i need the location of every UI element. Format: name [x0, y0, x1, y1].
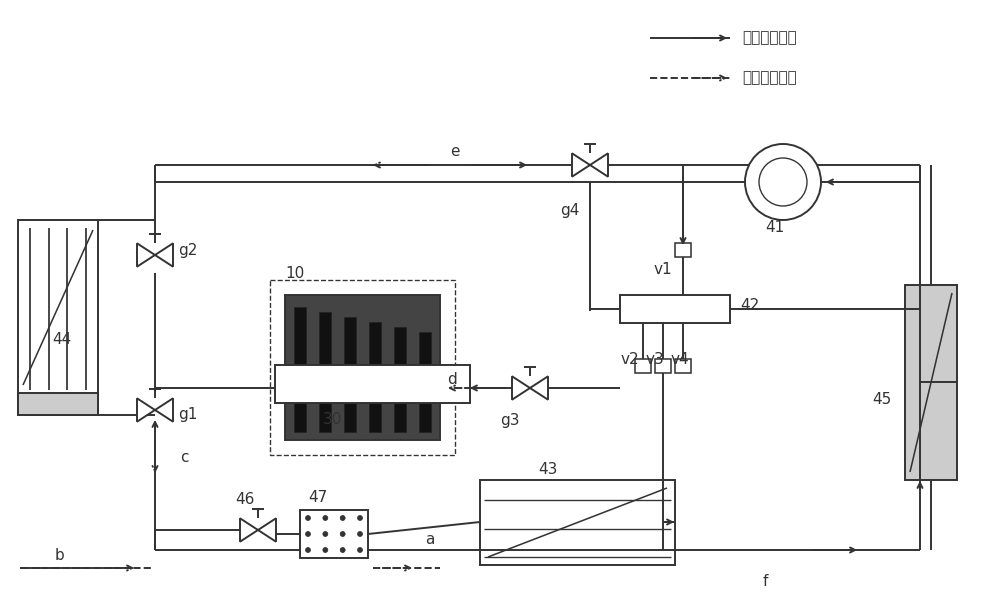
Polygon shape [590, 153, 608, 177]
Bar [369, 322, 381, 432]
Circle shape [340, 516, 345, 520]
Text: c: c [180, 450, 188, 466]
Bar [675, 359, 691, 373]
Text: 10: 10 [285, 265, 305, 280]
Bar [419, 332, 431, 432]
Bar [275, 365, 470, 403]
Polygon shape [512, 376, 530, 400]
Bar [285, 295, 440, 440]
Circle shape [340, 548, 345, 552]
Circle shape [323, 531, 328, 537]
Circle shape [759, 158, 807, 206]
Text: g1: g1 [178, 408, 198, 423]
Text: 30: 30 [322, 412, 342, 428]
Bar [294, 307, 306, 432]
Text: 45: 45 [872, 393, 892, 408]
Polygon shape [240, 519, 258, 541]
Polygon shape [137, 243, 155, 267]
Bar [270, 280, 455, 455]
Circle shape [358, 548, 362, 552]
Text: 47: 47 [308, 490, 328, 505]
Polygon shape [258, 519, 276, 541]
Text: g3: g3 [500, 412, 520, 428]
Circle shape [358, 531, 362, 537]
Bar [905, 285, 957, 480]
Circle shape [745, 144, 821, 220]
Text: 46: 46 [235, 493, 255, 508]
Text: 42: 42 [740, 297, 760, 312]
Text: 44: 44 [52, 332, 72, 347]
Bar [344, 317, 356, 432]
Bar [480, 480, 675, 565]
Bar [18, 393, 98, 415]
Text: v3: v3 [646, 353, 664, 367]
Polygon shape [572, 153, 590, 177]
Text: v4: v4 [671, 353, 689, 367]
Polygon shape [155, 399, 173, 421]
Text: v2: v2 [621, 353, 639, 367]
Bar [319, 312, 331, 432]
Circle shape [306, 516, 310, 520]
Text: v1: v1 [654, 262, 672, 277]
Text: b: b [55, 548, 65, 563]
Bar [655, 359, 671, 373]
Bar [300, 510, 368, 558]
Bar [675, 243, 691, 257]
Bar [620, 295, 730, 323]
Text: 制热冷媒流向: 制热冷媒流向 [742, 71, 797, 86]
Text: d: d [447, 373, 457, 388]
Text: g4: g4 [560, 203, 580, 218]
Circle shape [323, 516, 328, 520]
Text: g2: g2 [178, 242, 198, 257]
Text: 制冷冷媒流向: 制冷冷媒流向 [742, 31, 797, 45]
Bar [635, 359, 651, 373]
Text: e: e [450, 145, 460, 160]
Polygon shape [530, 376, 548, 400]
Bar [394, 327, 406, 432]
Circle shape [358, 516, 362, 520]
Text: 43: 43 [538, 463, 558, 478]
Circle shape [323, 548, 328, 552]
Text: 41: 41 [765, 221, 785, 236]
Bar [18, 220, 98, 415]
Polygon shape [155, 243, 173, 267]
Circle shape [306, 531, 310, 537]
Circle shape [306, 548, 310, 552]
Text: f: f [762, 575, 768, 590]
Text: a: a [425, 532, 435, 548]
Polygon shape [137, 399, 155, 421]
Circle shape [340, 531, 345, 537]
